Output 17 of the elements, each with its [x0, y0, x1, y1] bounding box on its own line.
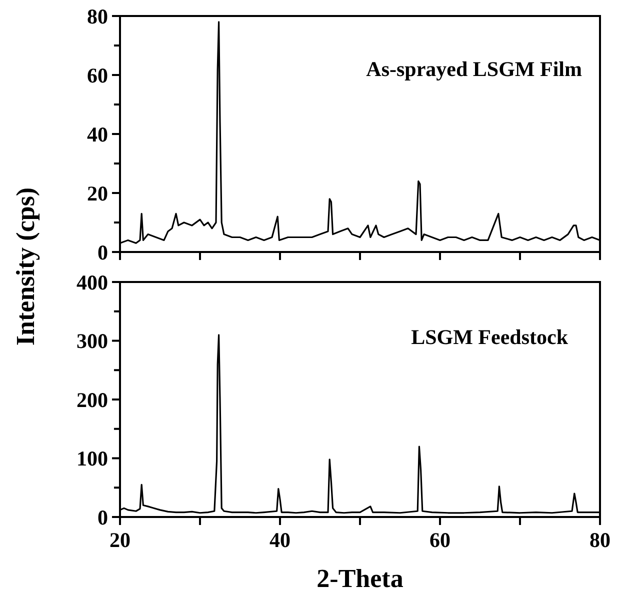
y-tick-label: 0 [98, 505, 108, 530]
y-tick-label: 20 [87, 181, 108, 206]
y-tick-label: 100 [76, 446, 108, 471]
y-tick-label: 300 [76, 329, 108, 354]
x-tick-label: 40 [270, 528, 290, 552]
y-tick-label: 60 [87, 63, 108, 88]
y-tick-label: 400 [76, 270, 108, 294]
y-tick-label: 80 [87, 4, 108, 28]
annotation: LSGM Feedstock [411, 325, 568, 349]
y-tick-label: 0 [98, 240, 108, 264]
x-tick-label: 60 [430, 528, 450, 552]
x-axis-title: 2-Theta [316, 564, 404, 593]
annotation: As-sprayed LSGM Film [366, 57, 582, 81]
y-tick-label: 40 [87, 122, 108, 146]
y-axis-title: Intensity (cps) [11, 187, 40, 346]
x-tick-label: 80 [590, 528, 610, 552]
y-tick-label: 200 [76, 388, 108, 412]
